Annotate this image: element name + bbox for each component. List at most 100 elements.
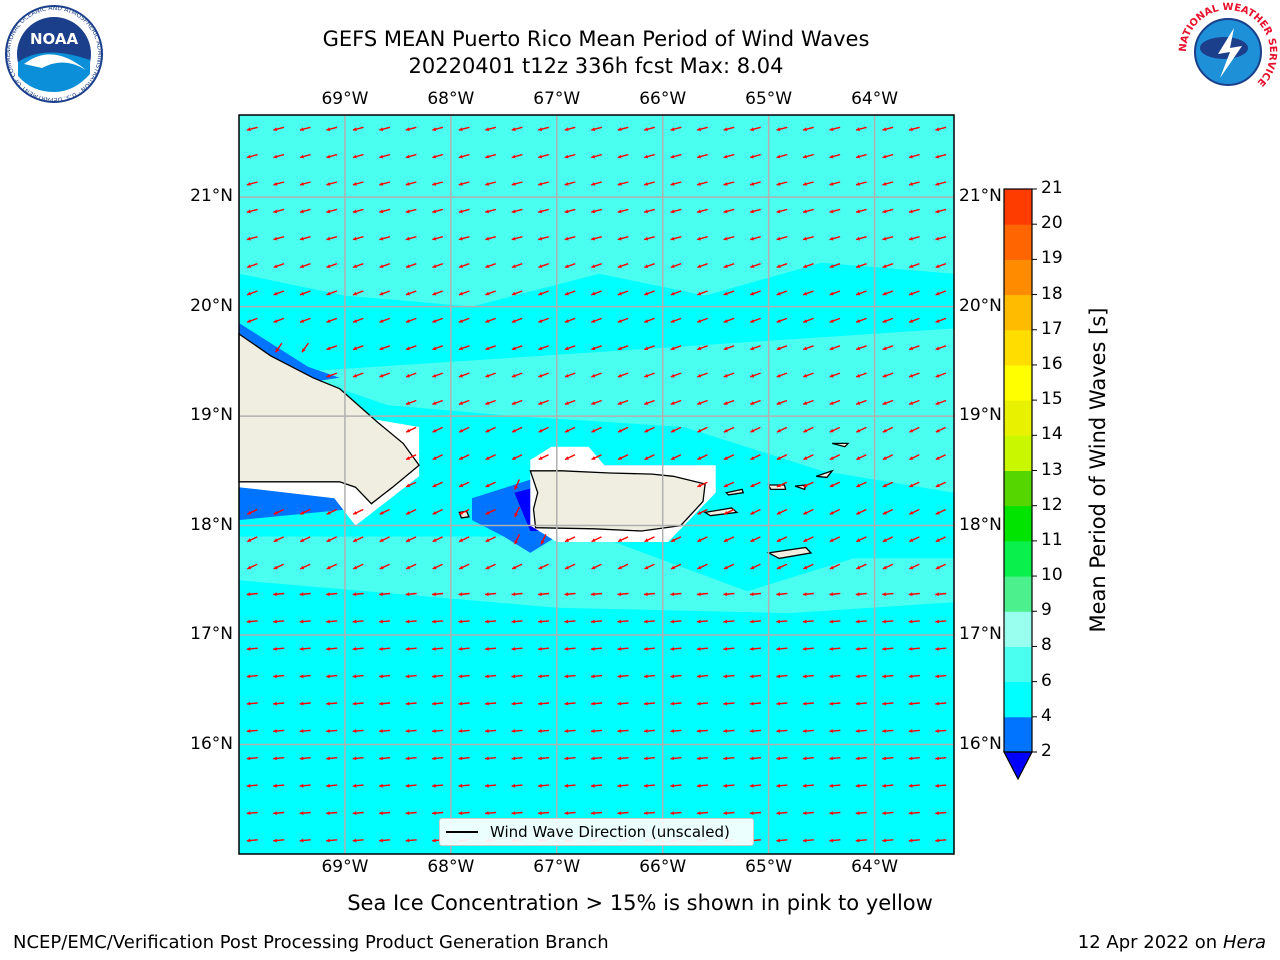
wave-direction-arrowhead — [458, 619, 463, 624]
wave-direction-arrowhead — [246, 647, 251, 651]
wave-direction-arrowhead — [776, 483, 781, 488]
wave-direction-arrowhead — [273, 511, 278, 515]
lat-label-left: 20°N — [190, 295, 233, 316]
wave-direction-arrowhead — [749, 811, 754, 815]
wave-direction-arrowhead — [882, 619, 886, 624]
wave-direction-arrowhead — [538, 783, 542, 788]
wave-direction-arrowhead — [485, 182, 490, 186]
wave-direction-arrowhead — [591, 729, 595, 733]
wave-direction-arrowhead — [749, 783, 754, 788]
wave-direction-arrowhead — [538, 209, 543, 214]
wave-direction-arrowhead — [617, 756, 622, 761]
wave-direction-arrowhead — [829, 729, 833, 733]
wave-direction-arrowhead — [882, 236, 887, 241]
wave-direction-arrowhead — [247, 319, 251, 323]
wave-direction-arrowhead — [909, 209, 913, 214]
wave-direction-arrowhead — [750, 538, 755, 542]
wave-direction-arrowhead — [803, 538, 808, 542]
lat-label-right: 16°N — [959, 733, 1002, 754]
wave-direction-arrowhead — [776, 319, 781, 323]
wave-direction-arrowhead — [696, 811, 701, 815]
wave-direction-arrowhead — [697, 346, 702, 351]
wave-direction-arrowhead — [246, 701, 251, 706]
wave-direction-arrowhead — [829, 456, 834, 460]
lon-label-bottom: 69°W — [321, 857, 369, 877]
wave-direction-arrowhead — [697, 236, 701, 241]
wave-direction-arrowhead — [564, 674, 569, 679]
wave-direction-arrowhead — [803, 154, 807, 159]
wave-direction-arrowhead — [379, 838, 383, 843]
wave-direction-arrowhead — [855, 674, 860, 679]
wave-direction-arrowhead — [273, 647, 277, 651]
wave-direction-arrowhead — [618, 428, 622, 433]
wave-direction-arrowhead — [591, 346, 596, 351]
wave-direction-arrowhead — [485, 483, 490, 488]
wave-direction-arrowhead — [353, 511, 358, 515]
wave-direction-arrowhead — [749, 592, 754, 597]
wave-direction-arrowhead — [776, 729, 781, 733]
wave-direction-arrowhead — [352, 756, 357, 761]
wave-direction-arrowhead — [432, 511, 437, 515]
wave-direction-arrowhead — [644, 401, 649, 405]
wave-direction-arrowhead — [617, 619, 622, 624]
wave-direction-arrowhead — [485, 456, 490, 460]
wave-direction-arrowhead — [776, 838, 781, 843]
wave-direction-arrowhead — [432, 428, 437, 433]
wave-direction-arrowhead — [723, 154, 728, 159]
wave-direction-arrowhead — [511, 647, 516, 651]
wave-direction-arrowhead — [803, 319, 808, 323]
wave-direction-arrowhead — [670, 236, 675, 241]
wave-direction-arrowhead — [908, 647, 913, 651]
wave-direction-arrowhead — [485, 701, 489, 706]
wave-direction-arrowhead — [458, 592, 463, 597]
wave-direction-arrowhead — [671, 428, 675, 433]
wave-direction-arrowhead — [541, 540, 545, 545]
wave-direction-arrowhead — [564, 209, 569, 214]
wave-direction-arrowhead — [326, 209, 331, 214]
wave-direction-arrowhead — [379, 291, 384, 296]
wave-direction-arrowhead — [697, 127, 701, 132]
wave-direction-arrowhead — [829, 319, 834, 323]
wave-direction-arrowhead — [776, 811, 781, 815]
colorbar-tick-label: 12 — [1041, 494, 1063, 515]
wave-direction-arrowhead — [856, 565, 861, 570]
wave-direction-arrowhead — [935, 127, 940, 132]
wave-direction-arrowhead — [829, 154, 834, 159]
wave-direction-arrowhead — [776, 209, 781, 214]
wave-direction-arrowhead — [299, 127, 304, 132]
wave-direction-arrowhead — [776, 456, 781, 460]
wave-direction-arrowhead — [379, 783, 383, 788]
wave-direction-arrowhead — [485, 756, 489, 761]
colorbar-tick-label: 18 — [1041, 283, 1063, 304]
svg-text:NOAA: NOAA — [30, 30, 79, 48]
wave-direction-arrowhead — [458, 729, 463, 733]
lon-label-bottom: 65°W — [745, 857, 793, 877]
noaa-logo: NATIONAL OCEANIC AND ATMOSPHERIC ADMINIS… — [4, 4, 103, 103]
wave-direction-arrowhead — [749, 619, 754, 624]
wave-direction-arrowhead — [803, 511, 808, 515]
wave-direction-arrowhead — [459, 428, 464, 433]
wave-direction-arrowhead — [485, 401, 490, 405]
wave-direction-arrowhead — [802, 701, 807, 706]
wave-direction-arrowhead — [670, 401, 675, 405]
wave-direction-arrowhead — [855, 756, 860, 761]
wave-direction-arrowhead — [776, 701, 781, 706]
wave-direction-arrowhead — [379, 729, 383, 733]
wave-direction-arrowhead — [723, 209, 728, 214]
wave-direction-arrowhead — [750, 319, 755, 323]
wave-direction-arrowhead — [352, 783, 357, 788]
wave-direction-arrowhead — [644, 456, 649, 460]
wave-direction-arrowhead — [379, 264, 384, 268]
wave-direction-arrowhead — [882, 456, 887, 460]
wave-direction-arrowhead — [485, 373, 490, 378]
wave-direction-arrowhead — [405, 729, 410, 733]
wave-direction-arrowhead — [591, 182, 596, 186]
wave-direction-arrowhead — [379, 538, 384, 542]
colorbar-tick-label: 19 — [1041, 248, 1063, 269]
wave-direction-arrowhead — [300, 538, 305, 542]
wave-direction-arrowhead — [882, 592, 886, 597]
wave-direction-arrowhead — [379, 674, 383, 679]
wave-direction-arrowhead — [856, 346, 861, 351]
wave-direction-arrowhead — [538, 592, 542, 597]
wave-direction-arrowhead — [432, 619, 436, 624]
